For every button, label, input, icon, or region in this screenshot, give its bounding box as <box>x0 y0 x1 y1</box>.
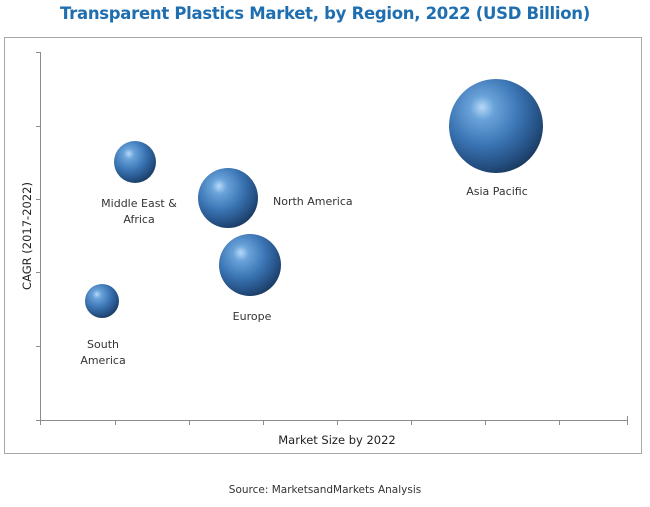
x-axis-title: Market Size by 2022 <box>278 433 395 447</box>
chart-title: Transparent Plastics Market, by Region, … <box>60 4 590 23</box>
x-axis <box>36 416 628 425</box>
bubble-south-america[interactable]: South America <box>80 284 126 367</box>
bubble-north-america[interactable]: North America <box>198 168 353 228</box>
label-south-america-2: America <box>80 354 125 367</box>
source-note: Source: MarketsandMarkets Analysis <box>228 484 422 496</box>
y-axis <box>36 52 41 420</box>
y-axis-title: CAGR (2017-2022) <box>20 182 34 290</box>
bubble-middle-east-africa[interactable]: Middle East & Africa <box>101 141 177 226</box>
label-south-america-1: South <box>87 338 119 351</box>
chart-frame <box>4 37 642 454</box>
label-middle-east-africa-1: Middle East & <box>101 197 177 210</box>
bubble-europe[interactable]: Europe <box>219 234 281 323</box>
label-europe: Europe <box>233 310 272 323</box>
label-asia-pacific: Asia Pacific <box>466 185 528 198</box>
bubble-asia-pacific[interactable]: Asia Pacific <box>449 79 543 198</box>
label-middle-east-africa-2: Africa <box>123 213 154 226</box>
label-north-america: North America <box>273 195 353 208</box>
